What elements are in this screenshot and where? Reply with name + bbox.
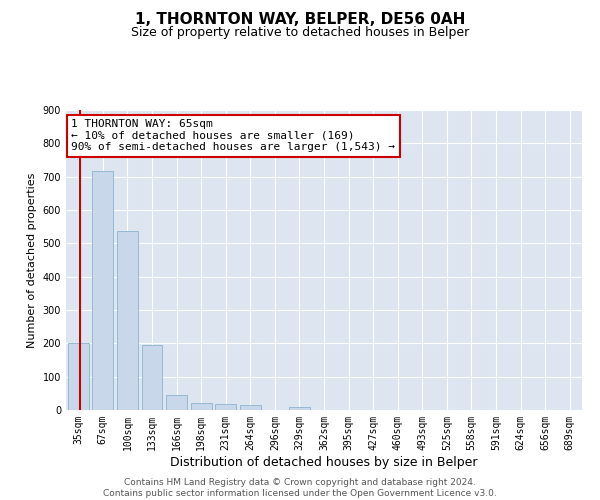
Text: Contains HM Land Registry data © Crown copyright and database right 2024.
Contai: Contains HM Land Registry data © Crown c… — [103, 478, 497, 498]
Text: Size of property relative to detached houses in Belper: Size of property relative to detached ho… — [131, 26, 469, 39]
X-axis label: Distribution of detached houses by size in Belper: Distribution of detached houses by size … — [170, 456, 478, 468]
Text: 1 THORNTON WAY: 65sqm
← 10% of detached houses are smaller (169)
90% of semi-det: 1 THORNTON WAY: 65sqm ← 10% of detached … — [71, 119, 395, 152]
Bar — [289, 408, 310, 410]
Text: 1, THORNTON WAY, BELPER, DE56 0AH: 1, THORNTON WAY, BELPER, DE56 0AH — [135, 12, 465, 28]
Bar — [166, 394, 187, 410]
Bar — [68, 342, 89, 410]
Bar — [191, 402, 212, 410]
Y-axis label: Number of detached properties: Number of detached properties — [27, 172, 37, 348]
Bar — [215, 404, 236, 410]
Bar — [240, 405, 261, 410]
Bar — [92, 170, 113, 410]
Bar — [142, 346, 163, 410]
Bar — [117, 231, 138, 410]
